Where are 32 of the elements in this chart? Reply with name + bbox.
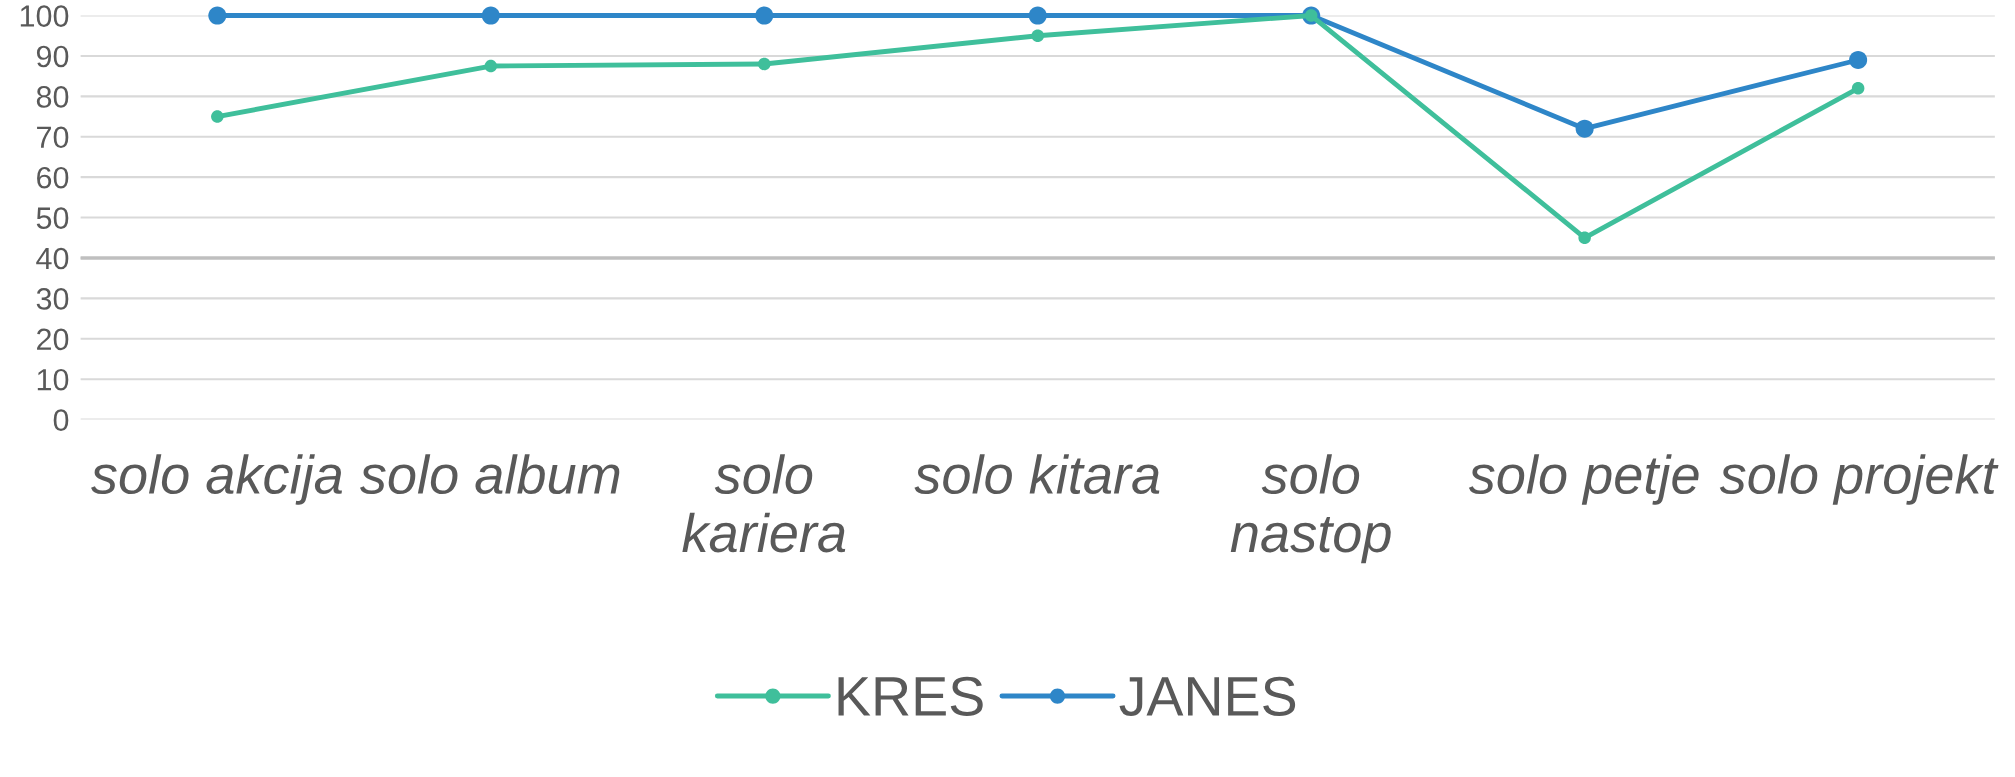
- point: [208, 6, 227, 25]
- y-tick-label: 70: [37, 126, 69, 149]
- y-tick-label: 40: [36, 247, 69, 270]
- y-tick-label: 30: [36, 288, 69, 310]
- x-tick-label: solo album: [359, 454, 620, 495]
- x-tick-label: solo projekt: [1719, 454, 1999, 505]
- y-tick-label: 10: [37, 368, 69, 391]
- legend-label: JANES: [1119, 676, 1296, 717]
- point: [484, 59, 498, 73]
- point: [1578, 231, 1591, 245]
- y-tick-label: 100: [20, 5, 69, 27]
- point: [1028, 6, 1047, 25]
- x-tick-label: solo kariera: [682, 454, 846, 553]
- point: [1851, 82, 1865, 95]
- x-tick-label: solo petje: [1468, 454, 1699, 505]
- y-tick-label: 90: [36, 45, 69, 68]
- point: [211, 110, 224, 123]
- point: [1849, 50, 1868, 70]
- point: [1575, 119, 1594, 138]
- x-tick-label: solo akcija: [91, 454, 342, 505]
- y-tick-label: 80: [36, 86, 69, 108]
- y-tick-label: 50: [36, 207, 69, 229]
- y-tick-label: 60: [37, 166, 69, 189]
- legend-label: KRES: [838, 676, 983, 717]
- point: [481, 6, 500, 25]
- point: [1031, 29, 1044, 42]
- x-tick-label: solo nastop: [1230, 454, 1391, 564]
- point: [758, 57, 771, 71]
- x-tick-label: solo kitara: [914, 454, 1160, 495]
- point: [755, 6, 774, 25]
- y-tick-label: 0: [53, 409, 69, 431]
- y-tick-label: 20: [37, 328, 69, 351]
